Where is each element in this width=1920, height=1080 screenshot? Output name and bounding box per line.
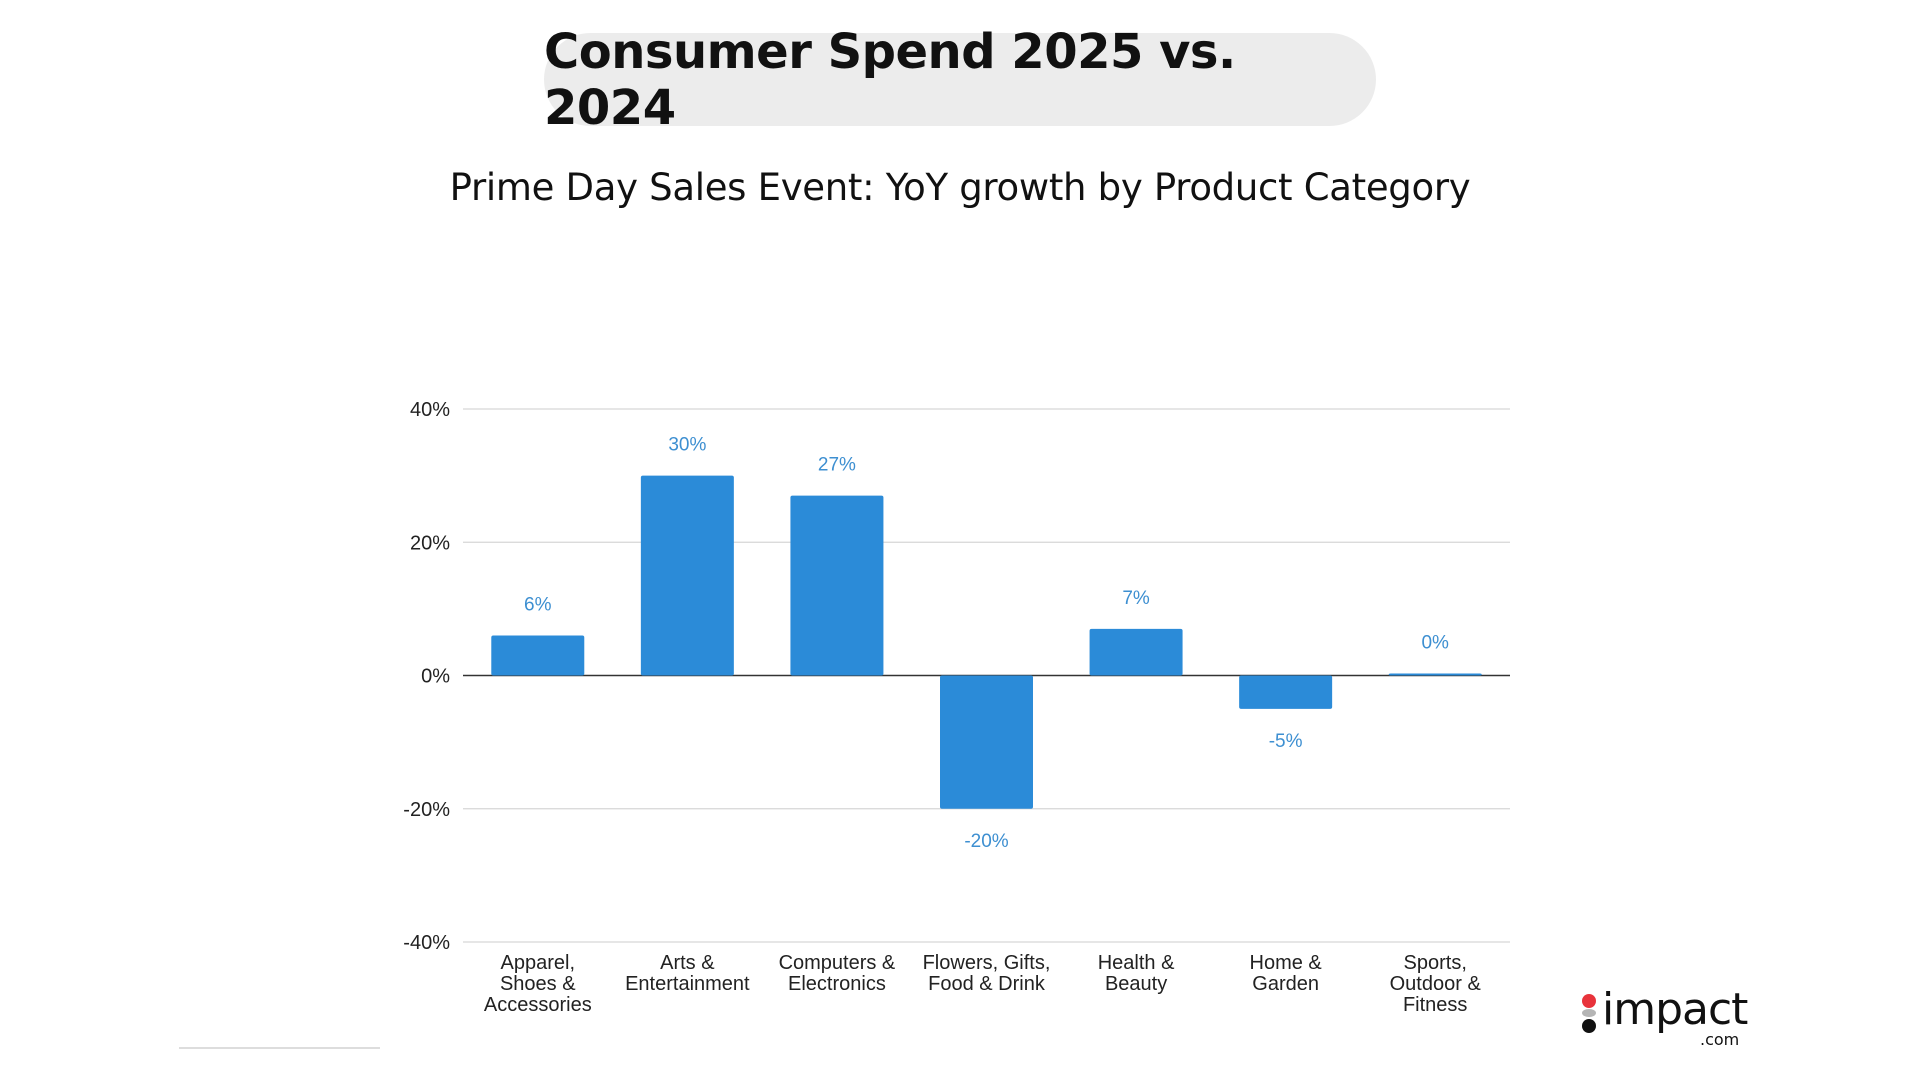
page-title: Consumer Spend 2025 vs. 2024 <box>544 23 1236 136</box>
bar <box>640 475 734 676</box>
title-pill: Consumer Spend 2025 vs. 2024 <box>544 24 1376 136</box>
bar <box>790 495 884 676</box>
impact-logo: impact .com <box>1580 984 1750 1050</box>
x-tick-label: Electronics <box>788 973 886 995</box>
logo-dot-black <box>1582 1019 1596 1033</box>
x-tick-label: Accessories <box>484 994 592 1016</box>
divider <box>179 1047 380 1049</box>
data-label: -20% <box>964 831 1008 852</box>
y-tick-label: 20% <box>410 532 450 554</box>
y-tick-label: 0% <box>421 666 450 688</box>
bar <box>940 675 1033 809</box>
y-tick-label: -40% <box>403 932 450 954</box>
data-label: 0% <box>1421 633 1449 654</box>
x-tick-label: Fitness <box>1403 994 1467 1016</box>
logo-suffix: .com <box>1700 1030 1740 1049</box>
x-tick-label: Home & <box>1250 952 1323 974</box>
x-tick-label: Beauty <box>1105 973 1167 995</box>
bar <box>1388 673 1482 676</box>
chart-title: Prime Day Sales Event: YoY growth by Pro… <box>449 166 1471 209</box>
y-tick-label: -20% <box>403 799 450 821</box>
logo-dot-red <box>1582 994 1596 1008</box>
x-tick-label: Computers & <box>779 952 896 974</box>
logo-wordmark: impact <box>1602 984 1748 1035</box>
x-tick-label: Arts & <box>660 952 715 974</box>
x-tick-label: Flowers, Gifts, <box>923 952 1051 974</box>
x-tick-label: Outdoor & <box>1390 973 1482 995</box>
data-label: 6% <box>524 595 552 616</box>
x-tick-label: Health & <box>1098 952 1175 974</box>
logo-dot-gray <box>1582 1009 1596 1017</box>
data-label: 7% <box>1122 588 1150 609</box>
x-tick-label: Garden <box>1252 973 1319 995</box>
x-tick-label: Food & Drink <box>928 973 1046 995</box>
x-tick-label: Shoes & <box>500 973 576 995</box>
x-tick-label: Entertainment <box>625 973 750 995</box>
bar <box>491 635 585 676</box>
data-label: 27% <box>818 455 856 476</box>
bar <box>1089 628 1183 676</box>
y-tick-label: 40% <box>410 399 450 421</box>
x-tick-label: Apparel, <box>501 952 576 974</box>
data-label: -5% <box>1269 731 1303 752</box>
x-tick-label: Sports, <box>1404 952 1467 974</box>
data-label: 30% <box>668 435 706 456</box>
bar <box>1239 675 1333 709</box>
